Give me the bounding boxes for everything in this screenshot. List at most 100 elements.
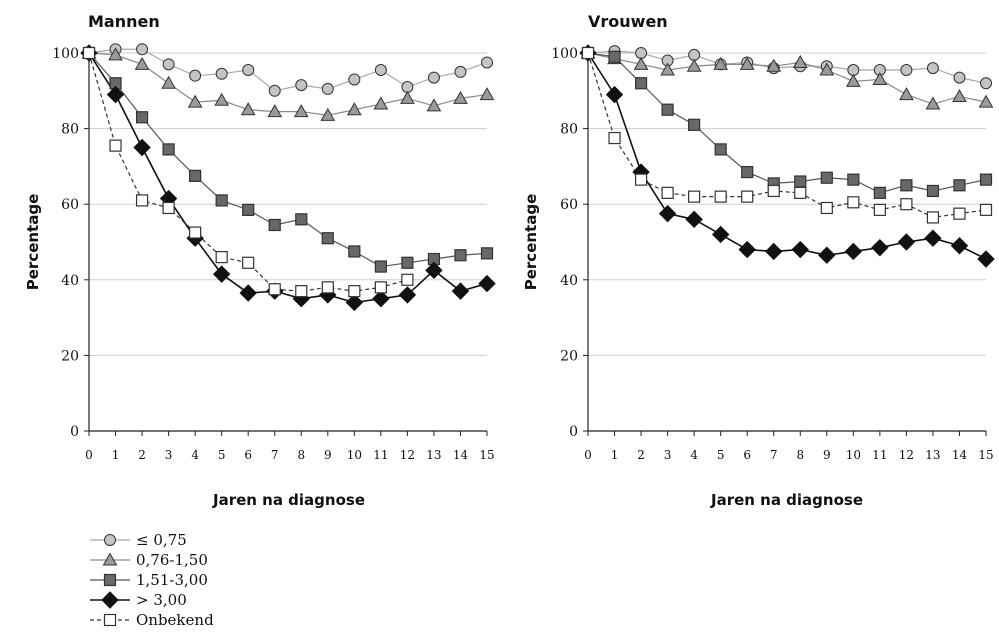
- data-point-s2: [766, 58, 782, 72]
- data-point-s5: [794, 186, 807, 199]
- data-point-s1: [900, 64, 913, 77]
- data-point-s2: [400, 90, 415, 104]
- x-tick-label: 4: [690, 448, 698, 462]
- data-point-s5: [953, 207, 966, 220]
- x-tick-label: 10: [846, 448, 861, 462]
- data-point-s1: [162, 58, 175, 71]
- data-point-s3: [873, 186, 886, 199]
- data-point-s3: [900, 179, 913, 192]
- x-tick-label: 9: [324, 448, 332, 462]
- data-point-s3: [634, 77, 648, 90]
- x-tick-label: 7: [770, 448, 778, 462]
- data-point-s5: [741, 190, 754, 203]
- data-point-s5: [820, 201, 833, 215]
- data-point-s2: [819, 62, 835, 76]
- legend-label: 0,76-1,50: [136, 551, 208, 569]
- y-tick-label: 0: [569, 424, 578, 440]
- data-point-s4: [239, 284, 257, 302]
- data-point-s4: [844, 242, 863, 261]
- data-point-s3: [189, 169, 202, 182]
- x-tick-label: 5: [717, 448, 725, 462]
- data-point-s3: [847, 173, 860, 186]
- data-point-s5: [979, 203, 993, 216]
- data-point-s5: [321, 281, 334, 294]
- chart-title: Mannen: [88, 12, 160, 31]
- data-point-s3: [374, 260, 387, 273]
- data-point-s5: [926, 211, 940, 224]
- data-point-s2: [453, 90, 468, 104]
- x-tick-label: 13: [925, 448, 940, 462]
- data-point-s4: [950, 237, 969, 255]
- data-point-s2: [161, 75, 176, 89]
- legend-label: 1,51-3,00: [136, 571, 208, 589]
- data-point-s4: [791, 240, 809, 259]
- data-point-s3: [321, 232, 334, 245]
- x-tick-label: 1: [112, 448, 120, 462]
- data-point-s5: [608, 131, 621, 145]
- data-point-s2: [320, 107, 336, 121]
- data-point-s1: [953, 71, 966, 84]
- data-point-s1: [374, 64, 387, 77]
- data-point-s2: [240, 102, 256, 116]
- data-point-s5: [661, 186, 674, 199]
- x-tick-label: 1: [611, 448, 619, 462]
- data-point-s4: [212, 265, 231, 283]
- x-tick-label: 11: [373, 448, 388, 462]
- data-point-s4: [765, 242, 783, 261]
- x-tick-label: 0: [85, 448, 93, 462]
- data-point-s5: [268, 283, 281, 296]
- data-point-s2: [267, 104, 283, 118]
- data-point-s4: [478, 274, 496, 293]
- data-point-s5: [767, 184, 780, 198]
- data-point-s2: [952, 88, 967, 102]
- data-point-s4: [106, 85, 125, 104]
- x-axis-label: Jaren na diagnose: [212, 491, 365, 509]
- data-point-s3: [135, 111, 149, 124]
- data-point-s5: [109, 139, 122, 152]
- data-point-s4: [398, 286, 417, 304]
- x-tick-label: 3: [165, 448, 173, 462]
- data-point-s3: [268, 218, 281, 232]
- x-tick-label: 12: [899, 448, 914, 462]
- x-tick-label: 13: [426, 448, 441, 462]
- y-tick-label: 80: [560, 122, 578, 138]
- data-point-s3: [242, 203, 255, 216]
- data-point-s5: [82, 46, 96, 60]
- data-point-s2: [108, 47, 123, 61]
- data-point-s5: [135, 194, 149, 207]
- data-point-s2: [187, 94, 203, 108]
- data-point-s1: [926, 62, 939, 75]
- data-point-s3: [794, 175, 807, 188]
- data-point-s2: [739, 56, 755, 70]
- data-point-s5: [581, 46, 595, 60]
- data-point-s2: [373, 96, 389, 110]
- y-tick-label: 80: [61, 122, 79, 138]
- y-tick-label: 100: [551, 46, 578, 62]
- x-tick-label: 15: [479, 448, 494, 462]
- data-point-s1: [348, 73, 361, 86]
- data-point-s5: [401, 273, 414, 286]
- data-point-s3: [348, 245, 361, 258]
- data-point-s3: [162, 143, 175, 156]
- data-point-s5: [162, 201, 175, 215]
- data-point-s3: [953, 179, 966, 192]
- x-tick-label: 10: [347, 448, 362, 462]
- data-point-s2: [633, 56, 649, 70]
- data-point-s5: [189, 226, 202, 239]
- data-point-s4: [425, 261, 443, 280]
- data-point-s5: [374, 281, 387, 294]
- series-line-2: [587, 52, 987, 105]
- data-point-s4: [658, 204, 677, 223]
- legend-marker: [102, 552, 118, 566]
- series-line-4: [587, 52, 987, 260]
- data-point-s2: [214, 92, 230, 106]
- data-point-s4: [711, 225, 730, 244]
- data-point-s2: [346, 102, 362, 116]
- x-tick-label: 8: [297, 448, 305, 462]
- data-point-s5: [634, 173, 648, 186]
- data-point-s1: [215, 67, 228, 80]
- data-point-s3: [401, 256, 414, 269]
- series-line-1: [88, 48, 488, 92]
